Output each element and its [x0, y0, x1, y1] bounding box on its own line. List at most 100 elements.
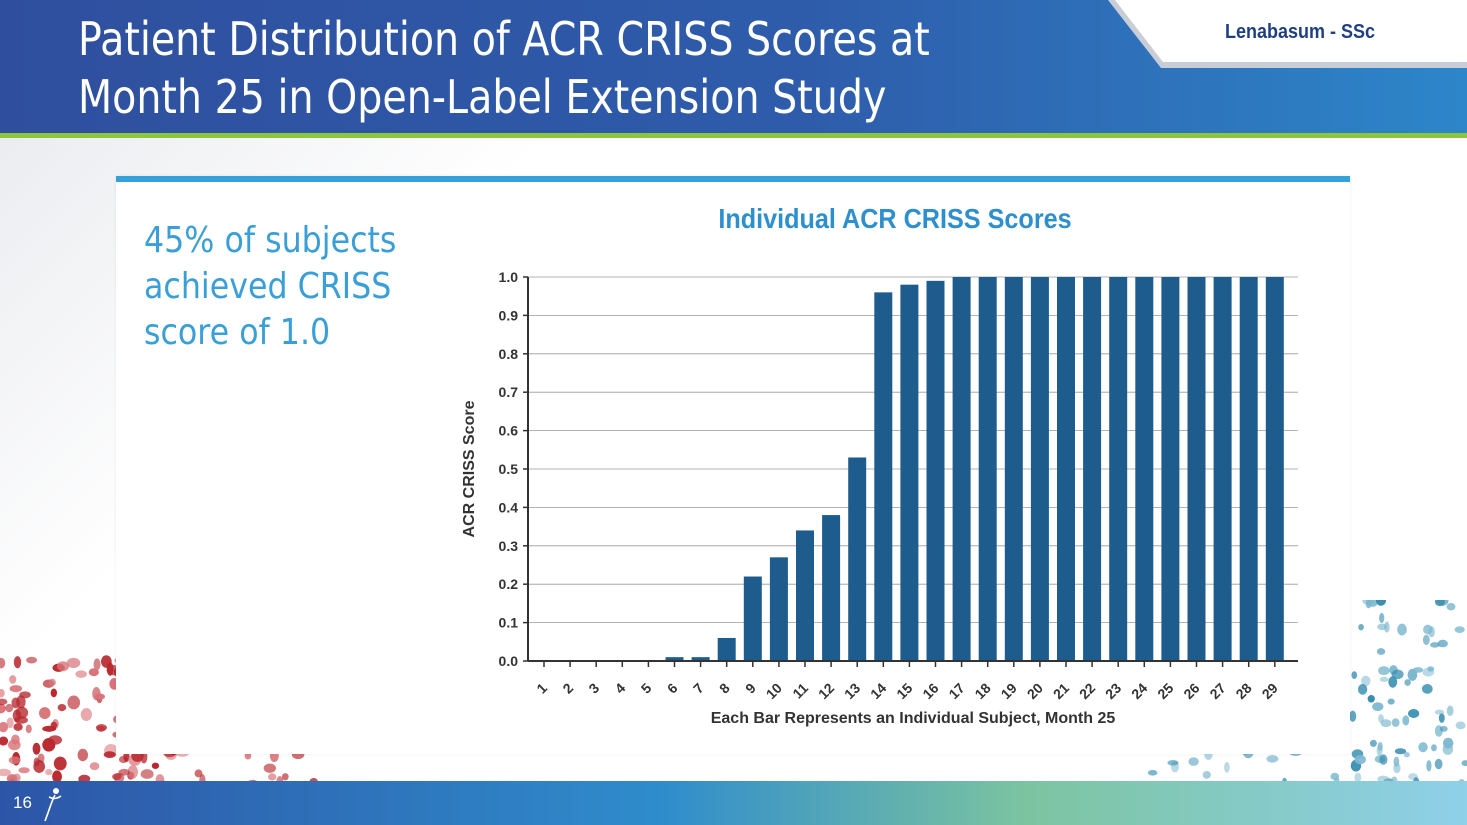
x-tick-label: 1 [533, 680, 550, 697]
chart-title: Individual ACR CRISS Scores [718, 203, 1072, 234]
dot [9, 675, 17, 684]
dot [1167, 760, 1179, 766]
y-tick-label: 0.5 [499, 461, 519, 477]
bar [743, 576, 762, 661]
dot [118, 768, 130, 776]
dot [1202, 770, 1211, 779]
dot [1372, 702, 1384, 711]
dot [1354, 754, 1366, 765]
dot [0, 698, 8, 706]
y-axis-label: ACR CRISS Score [461, 400, 478, 537]
dot [281, 773, 289, 781]
dot [1379, 612, 1385, 624]
dot [1423, 624, 1433, 635]
page-number: 16 [13, 793, 32, 812]
x-tick-label: 4 [612, 680, 629, 697]
bar [952, 277, 971, 661]
dot [1397, 623, 1407, 636]
x-tick-label: 7 [690, 680, 707, 697]
dot [66, 657, 81, 668]
x-tick-label: 14 [867, 680, 889, 702]
dot [1357, 683, 1368, 695]
dot [1422, 634, 1430, 646]
y-tick-label: 0.3 [499, 538, 519, 554]
bar [1187, 277, 1206, 661]
bar [900, 284, 919, 661]
dot [88, 668, 99, 677]
dot [48, 678, 56, 687]
dot [1403, 751, 1410, 758]
dot [1377, 623, 1387, 631]
x-tick-label: 11 [789, 680, 811, 702]
dot [11, 697, 20, 709]
bar [822, 515, 841, 661]
dot [25, 724, 32, 734]
dot [118, 755, 128, 764]
dot [1434, 758, 1443, 770]
footer-bar [0, 781, 1467, 825]
bar [978, 277, 997, 661]
bar [1030, 277, 1049, 661]
dot [94, 693, 105, 700]
bar [1109, 277, 1128, 661]
dot [32, 742, 41, 755]
dot [1454, 626, 1465, 634]
dot [1375, 600, 1387, 606]
x-tick-label: 18 [971, 680, 993, 702]
dot [50, 688, 58, 698]
dot [1361, 675, 1371, 687]
dot [39, 707, 51, 720]
dot [1408, 709, 1420, 718]
x-tick-label: 29 [1259, 680, 1281, 702]
bar [1265, 277, 1284, 661]
dot [1379, 676, 1389, 683]
dot [1266, 755, 1279, 763]
bar [769, 557, 788, 661]
dot [0, 657, 6, 669]
x-tick-label: 6 [664, 680, 681, 697]
dot [0, 703, 6, 714]
dot [52, 770, 62, 783]
x-tick-label: 21 [1050, 680, 1072, 702]
x-tick-label: 12 [815, 680, 837, 702]
y-tick-label: 0.8 [499, 346, 519, 362]
dot [1442, 743, 1454, 755]
dot [53, 756, 67, 771]
dot [1224, 761, 1230, 773]
dot [112, 773, 122, 780]
dot [13, 656, 22, 669]
dot [1393, 762, 1401, 774]
dot [1391, 718, 1400, 727]
y-tick-label: 0.1 [499, 615, 519, 631]
x-tick-label: 8 [716, 680, 733, 697]
dot [12, 709, 22, 722]
x-axis-label: Each Bar Represents an Individual Subjec… [711, 710, 1116, 727]
dot [1188, 757, 1199, 766]
dot [268, 773, 277, 781]
dot [1354, 772, 1362, 783]
dot [1404, 679, 1411, 686]
dot [8, 756, 21, 765]
x-tick-label: 28 [1232, 680, 1254, 702]
dot [1407, 668, 1418, 681]
dot [1455, 721, 1466, 730]
dot [75, 670, 87, 678]
dot [95, 724, 107, 732]
dot [1430, 642, 1440, 648]
dot [1402, 715, 1410, 726]
dot [45, 768, 53, 776]
bar [1057, 277, 1075, 661]
bar [691, 657, 710, 661]
dot [9, 685, 23, 693]
dot [0, 768, 11, 777]
dot [56, 661, 70, 672]
dot [1446, 705, 1454, 717]
dot [77, 748, 89, 762]
bar [1239, 277, 1258, 661]
x-tick-label: 13 [841, 680, 863, 702]
dot [78, 774, 91, 783]
bar [1161, 277, 1180, 661]
dot [1421, 683, 1433, 694]
dot [1349, 710, 1357, 722]
dot [19, 691, 31, 699]
